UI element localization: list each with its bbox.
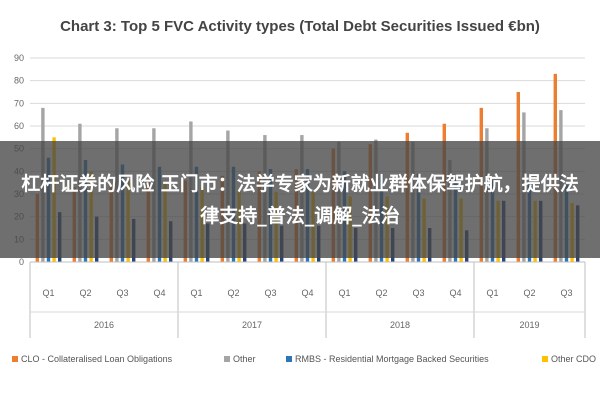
year-label: 2019: [519, 320, 539, 330]
x-tick-label: Q1: [338, 288, 350, 298]
legend-swatch: [542, 356, 548, 362]
year-label: 2017: [242, 320, 262, 330]
x-tick-label: Q2: [523, 288, 535, 298]
legend-label: Other: [233, 354, 256, 364]
x-tick-label: Q4: [449, 288, 461, 298]
legend-swatch: [286, 356, 292, 362]
x-tick-label: Q2: [375, 288, 387, 298]
legend-swatch: [12, 356, 18, 362]
x-tick-label: Q2: [79, 288, 91, 298]
legend-label: RMBS - Residential Mortgage Backed Secur…: [295, 354, 489, 364]
y-tick-label: 70: [14, 98, 24, 108]
chart-title: Chart 3: Top 5 FVC Activity types (Total…: [60, 18, 540, 35]
x-tick-label: Q3: [560, 288, 572, 298]
y-tick-label: 0: [19, 257, 24, 267]
x-tick-label: Q1: [190, 288, 202, 298]
year-label: 2018: [390, 320, 410, 330]
overlay-caption: 杠杆证券的风险 玉门市：法学专家为新就业群体保驾护航，提供法律支持_普法_调解_…: [0, 141, 600, 258]
y-tick-label: 80: [14, 76, 24, 86]
y-tick-label: 60: [14, 121, 24, 131]
legend: CLO - Collateralised Loan Obligations Oth…: [12, 354, 596, 364]
legend-label: Other CDO: [551, 354, 596, 364]
y-tick-label: 90: [14, 53, 24, 63]
x-tick-label: Q4: [301, 288, 313, 298]
x-tick-label: Q2: [227, 288, 239, 298]
x-tick-label: Q3: [116, 288, 128, 298]
x-tick-label: Q3: [264, 288, 276, 298]
legend-label: CLO - Collateralised Loan Obligations: [21, 354, 173, 364]
year-label: 2016: [94, 320, 114, 330]
legend-swatch: [224, 356, 230, 362]
x-tick-label: Q1: [486, 288, 498, 298]
x-tick-label: Q3: [412, 288, 424, 298]
x-tick-label: Q4: [153, 288, 165, 298]
x-axis: Q1 Q2 Q3 Q4 Q1 Q2 Q3 Q4 Q1 Q2 Q3 Q4 Q1 Q2 Q3 2016 2017 20…: [29, 261, 586, 338]
x-tick-label: Q1: [42, 288, 54, 298]
